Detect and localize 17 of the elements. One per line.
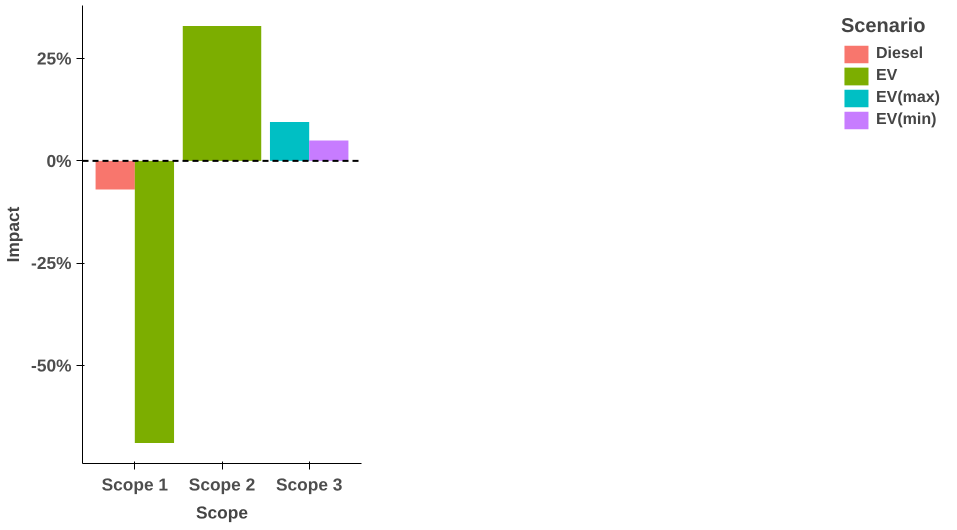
x-tick-label: Scope 1 [102, 474, 168, 494]
y-tick-label: -50% [31, 355, 72, 376]
legend-label: EV(max) [876, 89, 940, 107]
bar [96, 160, 135, 190]
y-tick-label: -25% [31, 253, 72, 274]
bar [270, 122, 310, 161]
bar [309, 140, 348, 161]
x-tick-label: Scope 3 [276, 474, 343, 494]
legend-label: Diesel [876, 45, 924, 63]
x-tick-label: Scope 2 [188, 474, 256, 494]
y-tick-label: 25% [36, 48, 72, 69]
legend-label: EV [876, 67, 898, 85]
x-axis-title: Scope [196, 502, 248, 522]
legend-label: EV(min) [876, 111, 936, 129]
legend-title: Scenario [840, 15, 926, 38]
y-tick-label: 0% [46, 150, 72, 171]
y-axis-title: Impact [3, 206, 24, 262]
